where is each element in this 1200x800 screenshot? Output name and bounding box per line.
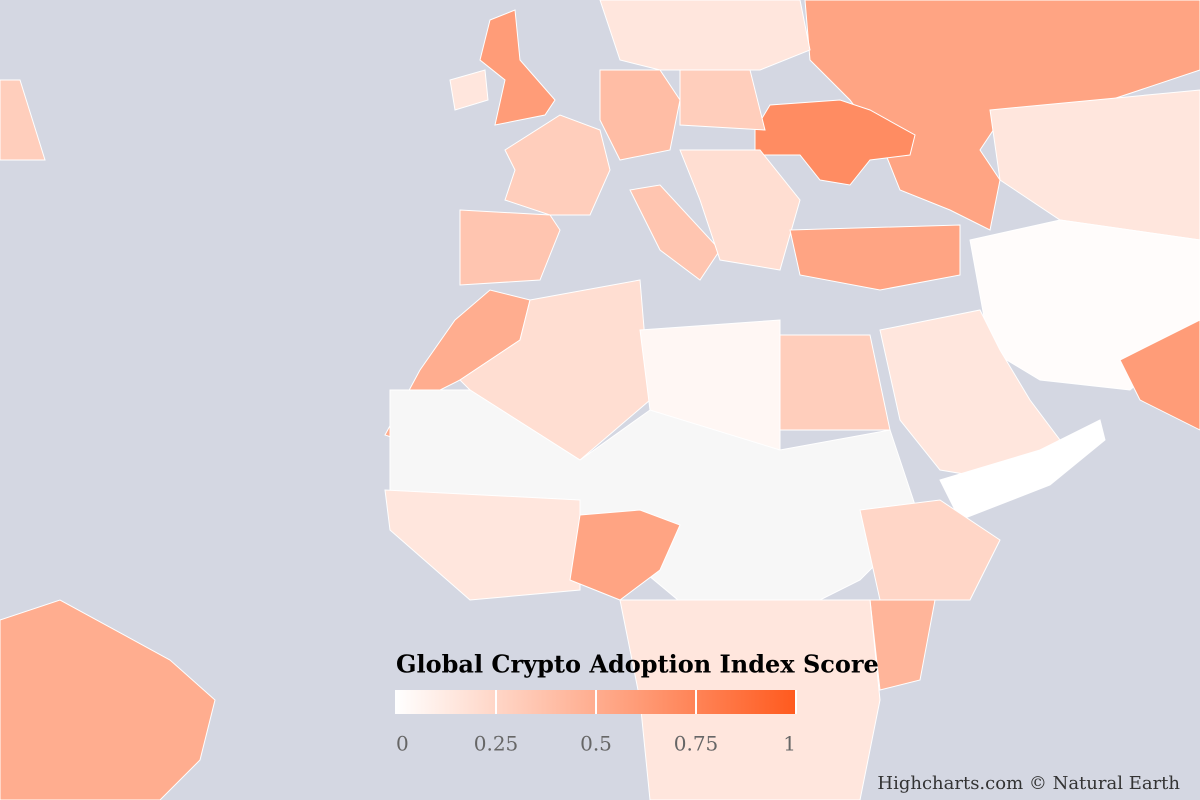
country <box>859 499 1001 601</box>
legend: Global Crypto Adoption Index Score 0 0.25… <box>395 650 879 756</box>
country <box>779 334 891 431</box>
legend-tick-label: 1 <box>783 732 796 756</box>
country <box>789 224 961 291</box>
legend-tick-label: 0 <box>396 732 409 756</box>
country <box>754 99 916 186</box>
credits: Highcharts.com © Natural Earth <box>877 773 1180 794</box>
country <box>479 9 556 126</box>
legend-title: Global Crypto Adoption Index Score <box>396 650 879 679</box>
country <box>384 489 581 601</box>
legend-tick-label: 0.75 <box>674 732 719 756</box>
country <box>1119 319 1200 431</box>
country <box>599 0 811 71</box>
country <box>679 69 766 131</box>
country <box>869 599 936 691</box>
country <box>459 209 561 286</box>
country <box>449 69 489 111</box>
country <box>0 599 216 800</box>
country <box>569 509 681 601</box>
country <box>679 149 801 271</box>
country <box>0 79 46 161</box>
legend-tick-label: 0.25 <box>474 732 519 756</box>
legend-tick-label: 0.5 <box>580 732 612 756</box>
country <box>504 114 611 216</box>
country <box>629 184 721 281</box>
